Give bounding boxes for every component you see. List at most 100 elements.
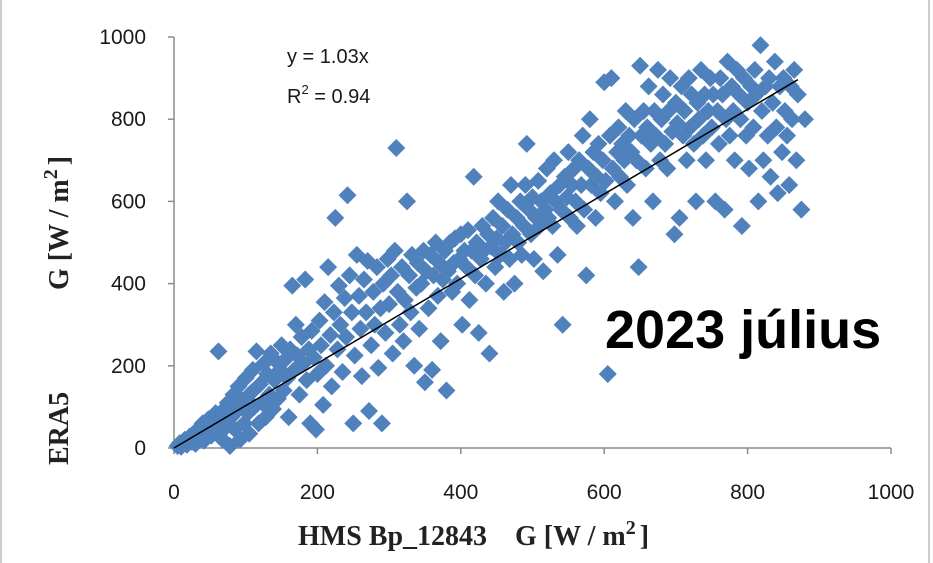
r-squared-superscript: 2: [301, 82, 308, 97]
data-point: [296, 270, 315, 289]
data-point: [586, 208, 605, 227]
data-point: [767, 118, 786, 137]
data-point: [529, 171, 548, 190]
data-point: [322, 377, 341, 396]
data-point: [731, 110, 750, 129]
data-point: [352, 367, 371, 386]
data-point: [360, 402, 379, 421]
data-point: [390, 315, 409, 334]
data-point: [344, 414, 363, 433]
data-point: [247, 342, 266, 361]
data-point: [701, 69, 720, 88]
data-point: [335, 288, 354, 307]
r-squared-label: R2 = 0.94: [287, 82, 370, 108]
data-point: [387, 138, 406, 157]
data-point: [785, 60, 804, 79]
data-point: [351, 319, 370, 338]
data-point: [749, 192, 768, 211]
data-point: [763, 93, 782, 112]
data-point: [665, 225, 684, 244]
data-point: [329, 276, 348, 295]
data-point: [395, 291, 414, 310]
data-point: [699, 101, 718, 120]
data-point: [428, 286, 447, 305]
data-point: [636, 159, 655, 178]
data-point: [702, 118, 721, 137]
data-point: [405, 356, 424, 375]
data-point: [609, 118, 628, 137]
y-axis-title-main: G [W / m: [44, 179, 75, 290]
data-point: [209, 342, 228, 361]
data-point: [598, 365, 617, 384]
r-squared-prefix: R: [287, 86, 301, 108]
data-point: [476, 274, 495, 293]
data-point: [765, 52, 784, 71]
data-point: [333, 362, 352, 381]
data-point: [398, 192, 417, 211]
data-point: [369, 358, 388, 377]
data-point: [319, 258, 338, 277]
y-axis-prefix: ERA5: [44, 392, 75, 465]
data-point: [448, 274, 467, 293]
data-point: [634, 101, 653, 120]
data-point: [711, 69, 730, 88]
data-point: [524, 249, 543, 268]
data-point: [577, 266, 596, 285]
data-point: [423, 360, 442, 379]
data-point: [410, 319, 429, 338]
data-point: [725, 151, 744, 170]
x-axis-title-superscript: 2: [626, 517, 636, 539]
x-tick-label: 800: [730, 481, 765, 504]
data-point: [643, 192, 662, 211]
data-point: [365, 315, 384, 334]
data-point: [338, 186, 357, 205]
data-point: [697, 151, 716, 170]
data-point: [494, 282, 513, 301]
data-point: [372, 414, 391, 433]
data-point: [505, 274, 524, 293]
data-point: [573, 126, 592, 145]
data-point: [618, 175, 637, 194]
data-point: [677, 151, 696, 170]
data-point: [761, 167, 780, 186]
data-point: [648, 60, 667, 79]
y-tick-label: 800: [111, 108, 146, 131]
x-axis-title-end: ]: [640, 521, 649, 552]
data-point: [562, 175, 581, 194]
x-axis-title: HMS Bp_12843 G [W / m2]: [298, 517, 649, 552]
overlay-month-label: 2023 július: [605, 300, 881, 360]
data-point: [780, 175, 799, 194]
data-point: [715, 200, 734, 219]
data-point: [315, 293, 334, 312]
data-point: [480, 344, 499, 363]
data-point: [751, 36, 770, 55]
data-point: [469, 323, 488, 342]
data-point: [302, 321, 321, 340]
data-point: [311, 336, 330, 355]
data-point: [709, 134, 728, 153]
data-point: [629, 258, 648, 277]
data-point: [740, 159, 759, 178]
r-squared-value: = 0.94: [309, 86, 371, 108]
trendline: [173, 79, 799, 449]
data-point: [498, 200, 517, 219]
data-point: [589, 134, 608, 153]
data-point: [364, 282, 383, 301]
data-point: [306, 420, 325, 439]
x-axis-title-main: HMS Bp_12843 G [W / m: [298, 521, 626, 552]
data-point: [658, 159, 677, 178]
data-point: [744, 118, 763, 137]
x-tick-label: 0: [168, 481, 180, 504]
x-tick-label: 1000: [868, 481, 915, 504]
data-point: [415, 373, 434, 392]
data-point: [466, 266, 485, 285]
data-point: [679, 69, 698, 88]
data-point: [656, 134, 675, 153]
data-point: [575, 200, 594, 219]
data-point: [349, 286, 368, 305]
y-axis-title-superscript: 2: [40, 169, 62, 179]
data-point: [501, 175, 520, 194]
data-point: [783, 110, 802, 129]
